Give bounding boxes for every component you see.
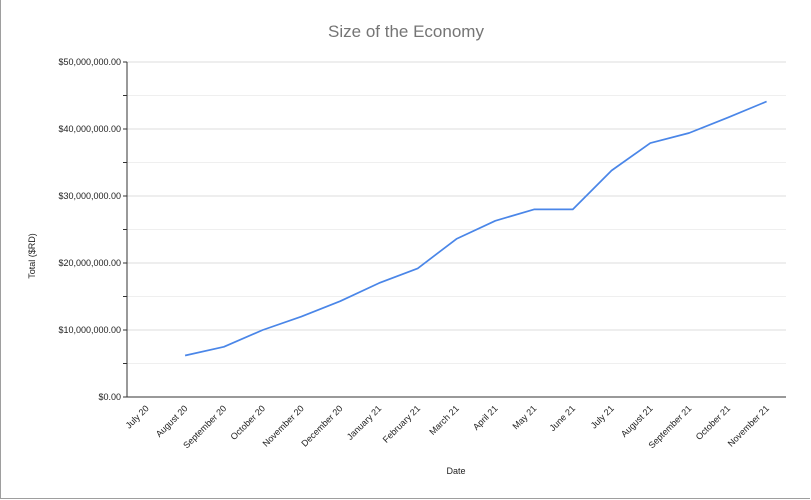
chart-title: Size of the Economy: [328, 22, 484, 41]
data-point: [413, 263, 423, 273]
x-tick-label: April 21: [471, 403, 500, 432]
grid: [127, 61, 786, 364]
x-tick-label: July 21: [589, 403, 616, 430]
data-point: [529, 204, 539, 214]
x-tick-label: October 20: [229, 403, 268, 442]
x-tick-label: February 21: [381, 403, 422, 444]
data-point: [684, 128, 694, 138]
data-point: [335, 296, 345, 306]
x-axis-title: Date: [446, 466, 465, 476]
x-tick-label: June 21: [547, 403, 577, 433]
y-axis-title: Total ($RD): [27, 233, 37, 279]
y-axis: $0.00 $10,000,000.00 $20,000,000.00 $30,000…: [58, 57, 128, 402]
data-point: [762, 97, 772, 107]
x-tick-label: December 20: [299, 403, 344, 448]
x-tick-label: January 21: [345, 403, 384, 442]
data-point: [296, 312, 306, 322]
series-line: [184, 100, 767, 357]
data-point: [723, 113, 733, 123]
x-tick-label: November 21: [726, 403, 771, 448]
y-tick-label: $40,000,000.00: [58, 124, 121, 134]
data-point: [645, 138, 655, 148]
x-tick-label: August 20: [154, 403, 190, 439]
x-tick-label: October 21: [694, 403, 733, 442]
y-tick-label: $10,000,000.00: [58, 325, 121, 335]
data-point: [374, 278, 384, 288]
x-tick-label: August 21: [619, 403, 655, 439]
y-tick-label: $50,000,000.00: [58, 57, 121, 67]
data-point: [607, 166, 617, 176]
series-layer: [180, 97, 772, 360]
data-point: [452, 234, 462, 244]
data-point: [568, 204, 578, 214]
x-tick-label: May 21: [511, 403, 539, 431]
x-tick-label: July 20: [124, 403, 151, 430]
data-point: [258, 325, 268, 335]
data-point: [219, 342, 229, 352]
y-tick-label: $30,000,000.00: [58, 191, 121, 201]
y-tick-label: $0.00: [98, 392, 121, 402]
y-tick-label: $20,000,000.00: [58, 258, 121, 268]
x-tick-label: March 21: [427, 403, 461, 437]
data-point: [180, 350, 190, 360]
data-point: [490, 216, 500, 226]
